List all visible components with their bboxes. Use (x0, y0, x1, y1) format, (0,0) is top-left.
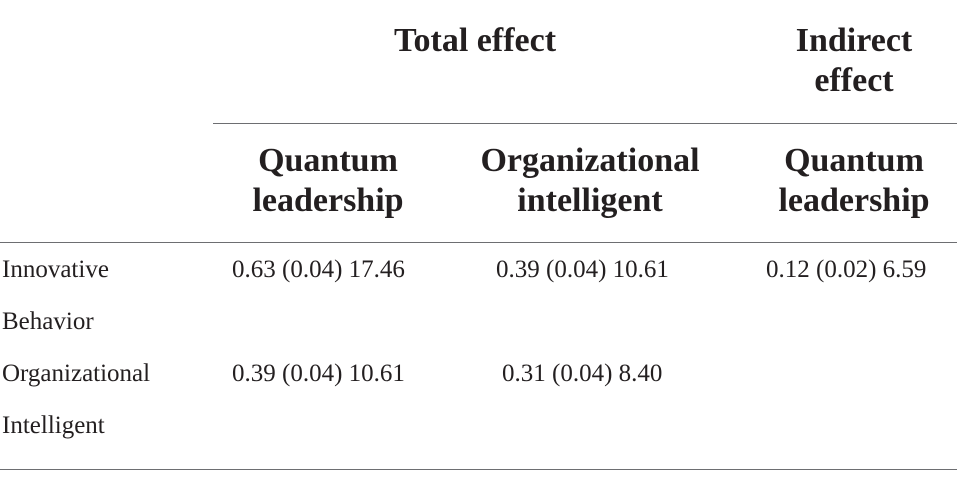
table-cell: 0.12 (0.02) 6.59 (766, 256, 927, 283)
group-header-rule (213, 123, 957, 124)
row-label-innovative-behavior: Innovative Behavior (2, 256, 109, 335)
column-header-quantum-leadership-indirect: Quantum leadership (778, 142, 930, 219)
column-header-organizational-intelligent: Organizational intelligent (480, 142, 700, 219)
table-cell: 0.39 (0.04) 10.61 (496, 256, 669, 283)
group-header-indirect-effect: Indirect effect (795, 22, 913, 99)
column-header-quantum-leadership-total: Quantum leadership (252, 142, 404, 219)
table-bottom-rule (0, 469, 957, 470)
table-cell: 0.31 (0.04) 8.40 (502, 360, 663, 387)
table-cell: 0.63 (0.04) 17.46 (232, 256, 405, 283)
row-label-organizational-intelligent: Organizational Intelligent (2, 360, 151, 439)
group-header-total-effect: Total effect (393, 22, 557, 59)
column-header-rule (0, 242, 957, 243)
table-cell: 0.39 (0.04) 10.61 (232, 360, 405, 387)
